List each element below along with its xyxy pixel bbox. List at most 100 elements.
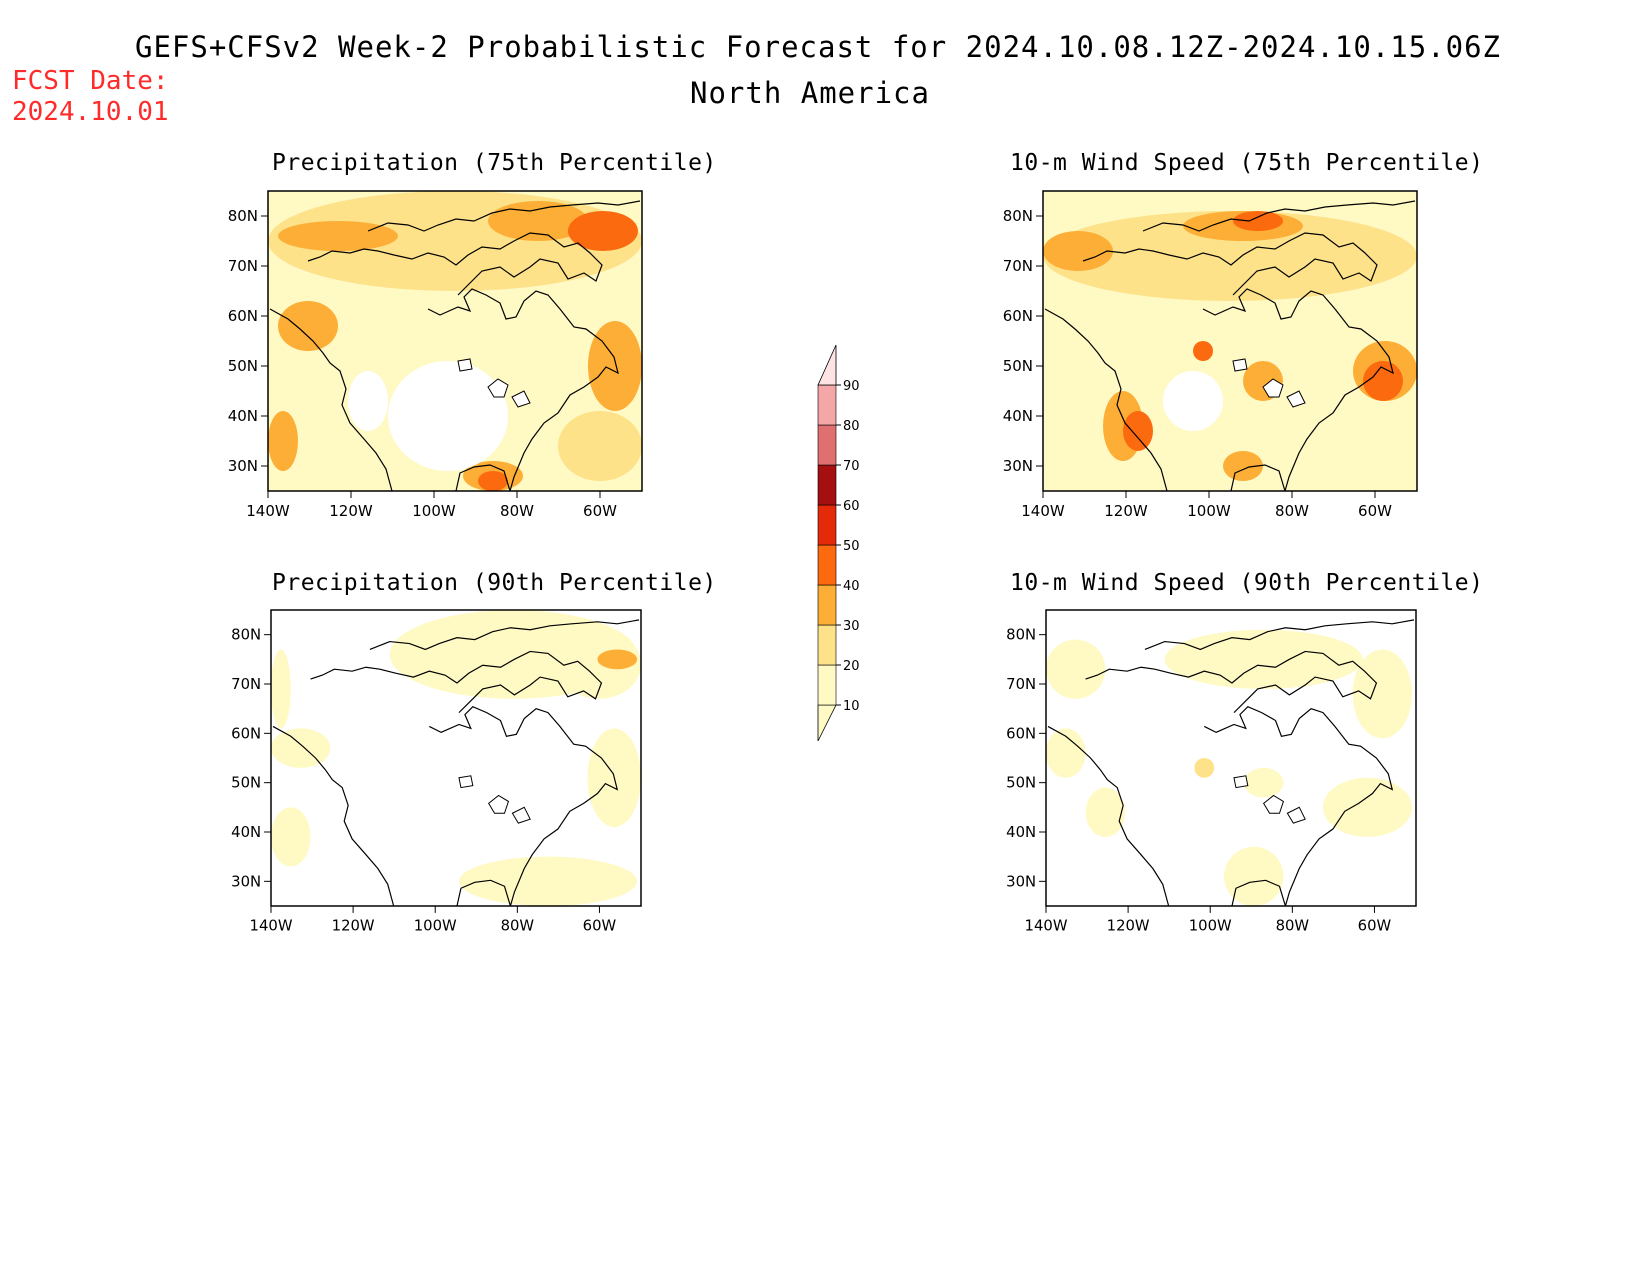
lon-tick-label: 80W	[1275, 502, 1309, 520]
shading-region	[1224, 846, 1284, 906]
shading-region	[1363, 361, 1403, 401]
colorbar-label: 30	[843, 619, 860, 634]
lat-tick-label: 30N	[1003, 457, 1033, 475]
forecast-date-value: 2024.10.01	[12, 97, 169, 127]
panel-title-precip-90: Precipitation (90th Percentile)	[272, 570, 717, 596]
colorbar-segment	[817, 584, 837, 626]
lon-tick-label: 140W	[1025, 918, 1068, 935]
lat-tick-label: 70N	[231, 676, 261, 693]
figure-title: GEFS+CFSv2 Week-2 Probabilistic Forecast…	[135, 30, 1502, 64]
colorbar-label: 50	[843, 539, 860, 554]
shading-region	[558, 411, 642, 481]
colorbar-label: 10	[843, 699, 860, 714]
forecast-date-label: FCST Date:	[12, 66, 169, 96]
lat-tick-label: 70N	[1003, 257, 1033, 275]
shading-region	[1123, 411, 1153, 451]
shading-region	[458, 856, 638, 906]
shading-region	[271, 728, 331, 768]
shading-region	[488, 201, 588, 241]
map-frame	[267, 190, 643, 492]
shading-region	[1243, 767, 1284, 798]
shading-region	[1063, 251, 1093, 271]
map-wind-75: 140W 120W 100W 80W 60W 80N 70N 60N 50N 40N 30N	[1003, 190, 1418, 520]
lat-tick-label: 70N	[228, 257, 258, 275]
great-lakes	[458, 775, 531, 824]
great-lakes	[457, 358, 531, 408]
shading-region	[597, 649, 638, 670]
shading-region	[568, 211, 638, 251]
colorbar-cap-top	[817, 344, 837, 386]
lat-tick-label: 40N	[228, 407, 258, 425]
shading-region	[271, 807, 311, 867]
lat-tick-label: 50N	[1003, 357, 1033, 375]
shading-region	[1233, 211, 1283, 231]
lat-tick-label: 50N	[231, 775, 261, 792]
forecast-date-block: FCST Date: 2024.10.01	[12, 66, 169, 128]
colorbar-label: 20	[843, 659, 860, 674]
lat-tick-label: 50N	[1006, 775, 1036, 792]
shading-region	[278, 221, 398, 251]
shading-region	[478, 471, 508, 491]
lat-tick-label: 60N	[1006, 725, 1036, 742]
lat-tick-label: 60N	[231, 725, 261, 742]
shading-region	[1164, 629, 1363, 689]
shading-layer	[271, 610, 641, 906]
shading-region	[1193, 341, 1213, 361]
coastline	[1047, 619, 1415, 906]
shading-region	[278, 301, 338, 351]
coastline	[272, 619, 640, 906]
map-frame	[1042, 190, 1418, 492]
colorbar-segment	[817, 664, 837, 706]
colorbar-segment	[817, 384, 837, 426]
lon-tick-label: 80W	[501, 918, 535, 935]
lon-tick-label: 60W	[583, 502, 617, 520]
coastline	[1044, 200, 1416, 491]
colorbar-label: 70	[843, 459, 860, 474]
colorbar-label: 80	[843, 419, 860, 434]
lat-tick-label: 70N	[1006, 676, 1036, 693]
lon-tick-label: 80W	[1276, 918, 1310, 935]
lon-tick-label: 120W	[1104, 502, 1148, 520]
lat-tick-label: 80N	[1006, 627, 1036, 644]
shading-region	[271, 649, 291, 729]
shading-region	[1085, 787, 1126, 837]
lon-tick-label: 140W	[246, 502, 290, 520]
lon-tick-label: 60W	[583, 918, 617, 935]
lon-tick-label: 120W	[329, 502, 373, 520]
shading-region	[1223, 451, 1263, 481]
map-frame	[1045, 609, 1417, 907]
figure-subtitle: North America	[690, 76, 930, 110]
colorbar-label: 90	[843, 379, 860, 394]
lat-tick-label: 40N	[1003, 407, 1033, 425]
map-precip-75: 140W 120W 100W 80W 60W 80N 70N 60N 50N 40N 30N	[228, 190, 643, 520]
shading-region	[1043, 211, 1417, 301]
colorbar-label: 60	[843, 499, 860, 514]
lon-tick-label: 100W	[412, 502, 456, 520]
map-wind-90: 140W 120W 100W 80W 60W 80N 70N 60N 50N 40N 30N	[1006, 609, 1417, 935]
lon-tick-label: 140W	[1021, 502, 1065, 520]
colorbar-label: 40	[843, 579, 860, 594]
shading-layer	[268, 191, 642, 491]
colorbar-segment	[817, 464, 837, 506]
panel-title-precip-75: Precipitation (75th Percentile)	[272, 150, 717, 176]
lat-tick-label: 30N	[228, 457, 258, 475]
lon-tick-label: 100W	[414, 918, 457, 935]
coastline	[269, 200, 641, 491]
lat-tick-label: 80N	[1003, 207, 1033, 225]
lat-tick-label: 40N	[231, 824, 261, 841]
lat-tick-label: 40N	[1006, 824, 1036, 841]
colorbar-segment	[817, 424, 837, 466]
shading-region	[1046, 639, 1106, 699]
lat-tick-label: 60N	[228, 307, 258, 325]
colorbar-cap-bottom	[817, 704, 837, 742]
lon-tick-label: 80W	[500, 502, 534, 520]
colorbar-segment	[817, 544, 837, 586]
lon-tick-label: 60W	[1358, 502, 1392, 520]
shading-region	[1194, 758, 1215, 778]
lat-tick-label: 50N	[228, 357, 258, 375]
lat-tick-label: 30N	[1006, 873, 1036, 890]
map-frame	[270, 609, 642, 907]
lat-tick-label: 80N	[228, 207, 258, 225]
great-lakes	[1233, 775, 1306, 824]
great-lakes	[1232, 358, 1306, 408]
